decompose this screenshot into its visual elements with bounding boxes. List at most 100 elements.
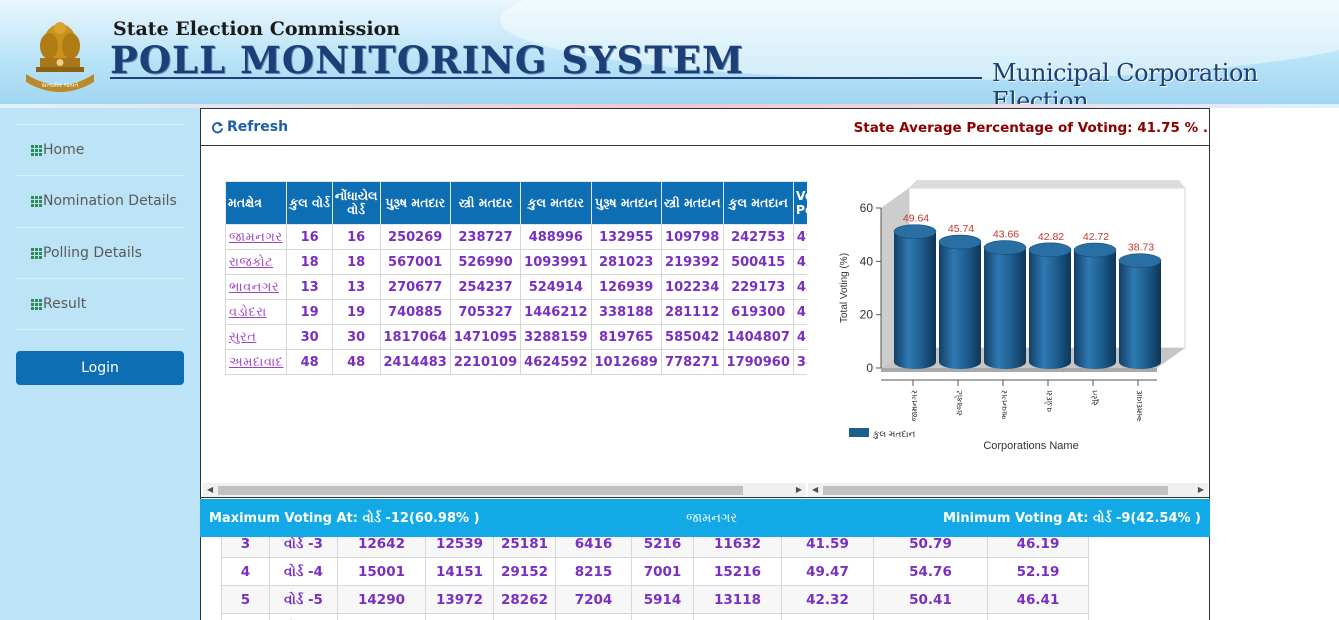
table-header-row: મતક્ષેત્ર કુલ વોર્ડ નોંધાયેલ વોર્ડ પુરૂષ… bbox=[225, 181, 807, 225]
scroll-left-icon[interactable]: ◀ bbox=[207, 485, 214, 494]
table-cell: 7204 bbox=[555, 585, 632, 614]
table-row: 6વોર્ડ -6133321177925111675657891254543.… bbox=[221, 613, 1089, 620]
table-cell: 13 bbox=[331, 274, 381, 300]
table-cell: 29152 bbox=[493, 557, 556, 586]
table-row: રાજકોટ 18 18 567001 526990 1093991 281023 21939… bbox=[225, 249, 807, 275]
col-header-total-votes: કુલ મતદાન bbox=[722, 181, 794, 225]
table-cell: 1471095 bbox=[449, 324, 522, 350]
chart-data-label: 38.73 bbox=[1128, 242, 1154, 254]
scrollbar-thumb[interactable] bbox=[218, 486, 743, 495]
table-cell: 229173 bbox=[722, 274, 794, 300]
table-cell: 48 bbox=[286, 349, 333, 375]
y-tick-label: 40 bbox=[860, 254, 874, 268]
corporation-link[interactable]: વડોદરા bbox=[225, 299, 288, 325]
sidebar-divider bbox=[16, 329, 184, 330]
table-cell: 281112 bbox=[660, 299, 724, 325]
table-cell: 12642 bbox=[337, 537, 426, 558]
table-cell: 6 bbox=[221, 613, 270, 620]
table-cell: 5216 bbox=[631, 537, 694, 558]
chart-bar bbox=[1029, 249, 1071, 369]
refresh-icon bbox=[211, 121, 224, 133]
table-cell: 14290 bbox=[337, 585, 426, 614]
col-header-male-voters: પુરૂષ મતદાર bbox=[379, 181, 451, 225]
table-cell: 46.19 bbox=[987, 537, 1089, 558]
table-cell: 102234 bbox=[660, 274, 724, 300]
scrollbar-thumb[interactable] bbox=[823, 486, 1168, 495]
table-cell: 109798 bbox=[660, 224, 724, 250]
corporation-link[interactable]: જામનગર bbox=[225, 224, 288, 250]
table-row: સુરત 30 30 1817064 1471095 3288159 819765 58504… bbox=[225, 324, 807, 350]
corporation-link[interactable]: અમદાવાદ bbox=[225, 349, 288, 375]
login-button[interactable]: Login bbox=[16, 351, 184, 385]
x-tick-label: ભાવનગર bbox=[1000, 390, 1009, 419]
sidebar-item-nomination-details[interactable]: Nomination Details bbox=[16, 175, 184, 226]
ward-table: 3 વોર્ડ -3 12642 12539 25181 6416 5216 11632 41.… bbox=[221, 537, 1089, 620]
table-cell: 49.47 bbox=[781, 557, 874, 586]
table-cell: 819765 bbox=[590, 324, 662, 350]
sidebar-item-label: Polling Details bbox=[43, 245, 142, 261]
table-cell: 3288159 bbox=[520, 324, 592, 350]
table-cell: 4 bbox=[221, 557, 270, 586]
chart-data-label: 42.82 bbox=[1038, 231, 1064, 243]
chart-top-edge bbox=[909, 180, 1185, 188]
sidebar-item-polling-details[interactable]: Polling Details bbox=[16, 227, 184, 278]
corporation-link[interactable]: રાજકોટ bbox=[225, 249, 288, 275]
table-cell: 19 bbox=[286, 299, 333, 325]
x-axis-label: Corporations Name bbox=[983, 440, 1078, 452]
table-cell: 5914 bbox=[631, 585, 694, 614]
y-tick-label: 60 bbox=[860, 201, 874, 215]
table-cell: 18 bbox=[286, 249, 333, 275]
scroll-right-icon[interactable]: ▶ bbox=[1197, 485, 1204, 494]
emblem-motto: સત્યમેવ જયતે bbox=[42, 81, 79, 89]
x-tick-label: વડોદરા bbox=[1044, 390, 1054, 412]
col-header-total-voters: કુલ મતદાર bbox=[520, 181, 592, 225]
corporation-table-wrapper[interactable]: મતક્ષેત્ર કુલ વોર્ડ નોંધાયેલ વોર્ડ પુરૂષ… bbox=[225, 181, 807, 421]
table-cell: 619300 bbox=[722, 299, 794, 325]
scroll-left-icon[interactable]: ◀ bbox=[812, 485, 819, 494]
chart-data-label: 49.64 bbox=[903, 213, 929, 225]
corporation-link[interactable]: ભાવનગર bbox=[225, 274, 288, 300]
corporation-link[interactable]: સુરત bbox=[225, 324, 288, 350]
scroll-right-icon[interactable]: ▶ bbox=[795, 485, 802, 494]
table-cell: 6756 bbox=[555, 613, 632, 620]
sidebar-item-label: Home bbox=[43, 142, 85, 158]
chart-bar-top bbox=[1073, 242, 1117, 258]
table-cell: 14151 bbox=[425, 557, 494, 586]
selected-corporation-name: જામનગર bbox=[686, 511, 738, 526]
table-cell: 42.32 bbox=[781, 585, 874, 614]
table-row: ભાવનગર 13 13 270677 254237 524914 126939 102234… bbox=[225, 274, 807, 300]
toolbar: Refresh State Average Percentage of Voti… bbox=[201, 108, 1210, 146]
maximum-voting-text: Maximum Voting At: વોર્ડ -12(60.98% ) bbox=[209, 511, 480, 526]
chart-bar-top bbox=[983, 240, 1027, 255]
chart-bar-top bbox=[893, 224, 937, 239]
table-cell: 524914 bbox=[520, 274, 592, 300]
corporation-panel: મતક્ષેત્ર કુલ વોર્ડ નોંધાયેલ વોર્ડ પુરૂષ… bbox=[201, 146, 1210, 498]
table-cell: વોર્ડ -5 bbox=[269, 585, 338, 614]
table-horizontal-scrollbar[interactable]: ◀ ▶ bbox=[203, 483, 806, 497]
table-cell: 13 bbox=[286, 274, 333, 300]
table-cell: 50.68 bbox=[873, 613, 988, 620]
ward-table-wrapper[interactable]: 3 વોર્ડ -3 12642 12539 25181 6416 5216 11632 41.… bbox=[201, 537, 1209, 620]
table-cell: 500415 bbox=[722, 249, 794, 275]
grid-icon bbox=[31, 195, 42, 207]
chart-horizontal-scrollbar[interactable]: ◀ ▶ bbox=[808, 483, 1208, 497]
table-cell: 1817064 bbox=[379, 324, 451, 350]
table-cell: 49 bbox=[792, 224, 807, 250]
chart-data-label: 45.74 bbox=[948, 223, 974, 235]
chart-bar bbox=[1074, 250, 1116, 369]
sidebar-item-home[interactable]: Home bbox=[16, 124, 184, 175]
table-row: વડોદરા 19 19 740885 705327 1446212 338188 28111… bbox=[225, 299, 807, 325]
refresh-button[interactable]: Refresh bbox=[211, 119, 288, 135]
table-cell: વોર્ડ -4 bbox=[269, 557, 338, 586]
y-tick-label: 0 bbox=[866, 361, 873, 375]
y-axis-label: Total Voting (%) bbox=[839, 253, 850, 323]
table-cell: 219392 bbox=[660, 249, 724, 275]
legend-swatch bbox=[849, 428, 869, 437]
election-name: Municipal Corporation Election bbox=[992, 59, 1258, 108]
table-cell: 242753 bbox=[722, 224, 794, 250]
table-row: 4 વોર્ડ -4 15001 14151 29152 8215 7001 15216 49.… bbox=[221, 557, 1089, 586]
sidebar-item-result[interactable]: Result bbox=[16, 278, 184, 329]
table-row: 5 વોર્ડ -5 14290 13972 28262 7204 5914 13118 42.… bbox=[221, 585, 1089, 614]
table-cell: વોર્ડ -3 bbox=[269, 537, 338, 558]
refresh-label: Refresh bbox=[227, 119, 289, 135]
